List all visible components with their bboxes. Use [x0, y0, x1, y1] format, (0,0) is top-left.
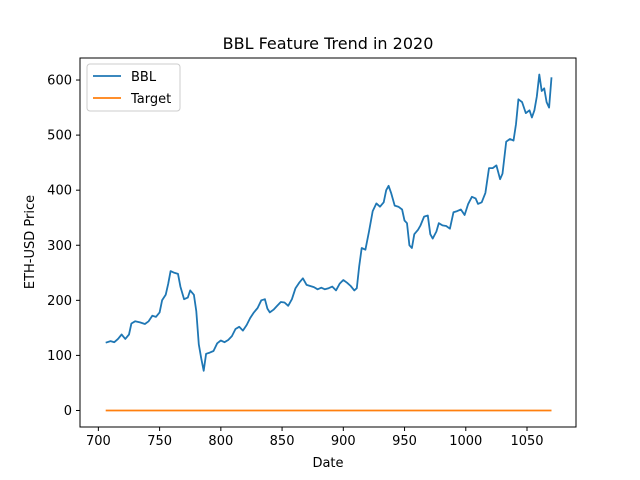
x-tick-label: 1000 [449, 434, 482, 449]
x-tick-label: 700 [86, 434, 111, 449]
y-tick-label: 400 [47, 184, 72, 199]
y-tick-label: 300 [47, 239, 72, 254]
legend: BBL Target [86, 63, 181, 112]
y-tick-label: 600 [47, 74, 72, 89]
plot-frame [79, 57, 577, 428]
x-axis: 700 750 800 850 900 950 1000 1050 [86, 427, 544, 449]
series-line-bbl [105, 73, 553, 372]
y-tick-label: 200 [47, 294, 72, 309]
x-axis-label: Date [312, 456, 343, 471]
x-tick-label: 900 [331, 434, 356, 449]
plot-area [105, 73, 553, 412]
legend-label-target: Target [130, 92, 171, 107]
x-tick-label: 850 [270, 434, 295, 449]
y-axis: 0 100 200 300 400 500 600 [47, 74, 80, 419]
chart-title: BBL Feature Trend in 2020 [223, 34, 434, 53]
x-tick-label: 1050 [510, 434, 543, 449]
y-tick-label: 500 [47, 129, 72, 144]
legend-label-bbl: BBL [131, 70, 157, 85]
y-axis-label: ETH-USD Price [23, 195, 38, 289]
y-tick-label: 0 [64, 404, 72, 419]
x-tick-label: 950 [392, 434, 417, 449]
x-tick-label: 750 [147, 434, 172, 449]
y-tick-label: 100 [47, 349, 72, 364]
x-tick-label: 800 [208, 434, 233, 449]
